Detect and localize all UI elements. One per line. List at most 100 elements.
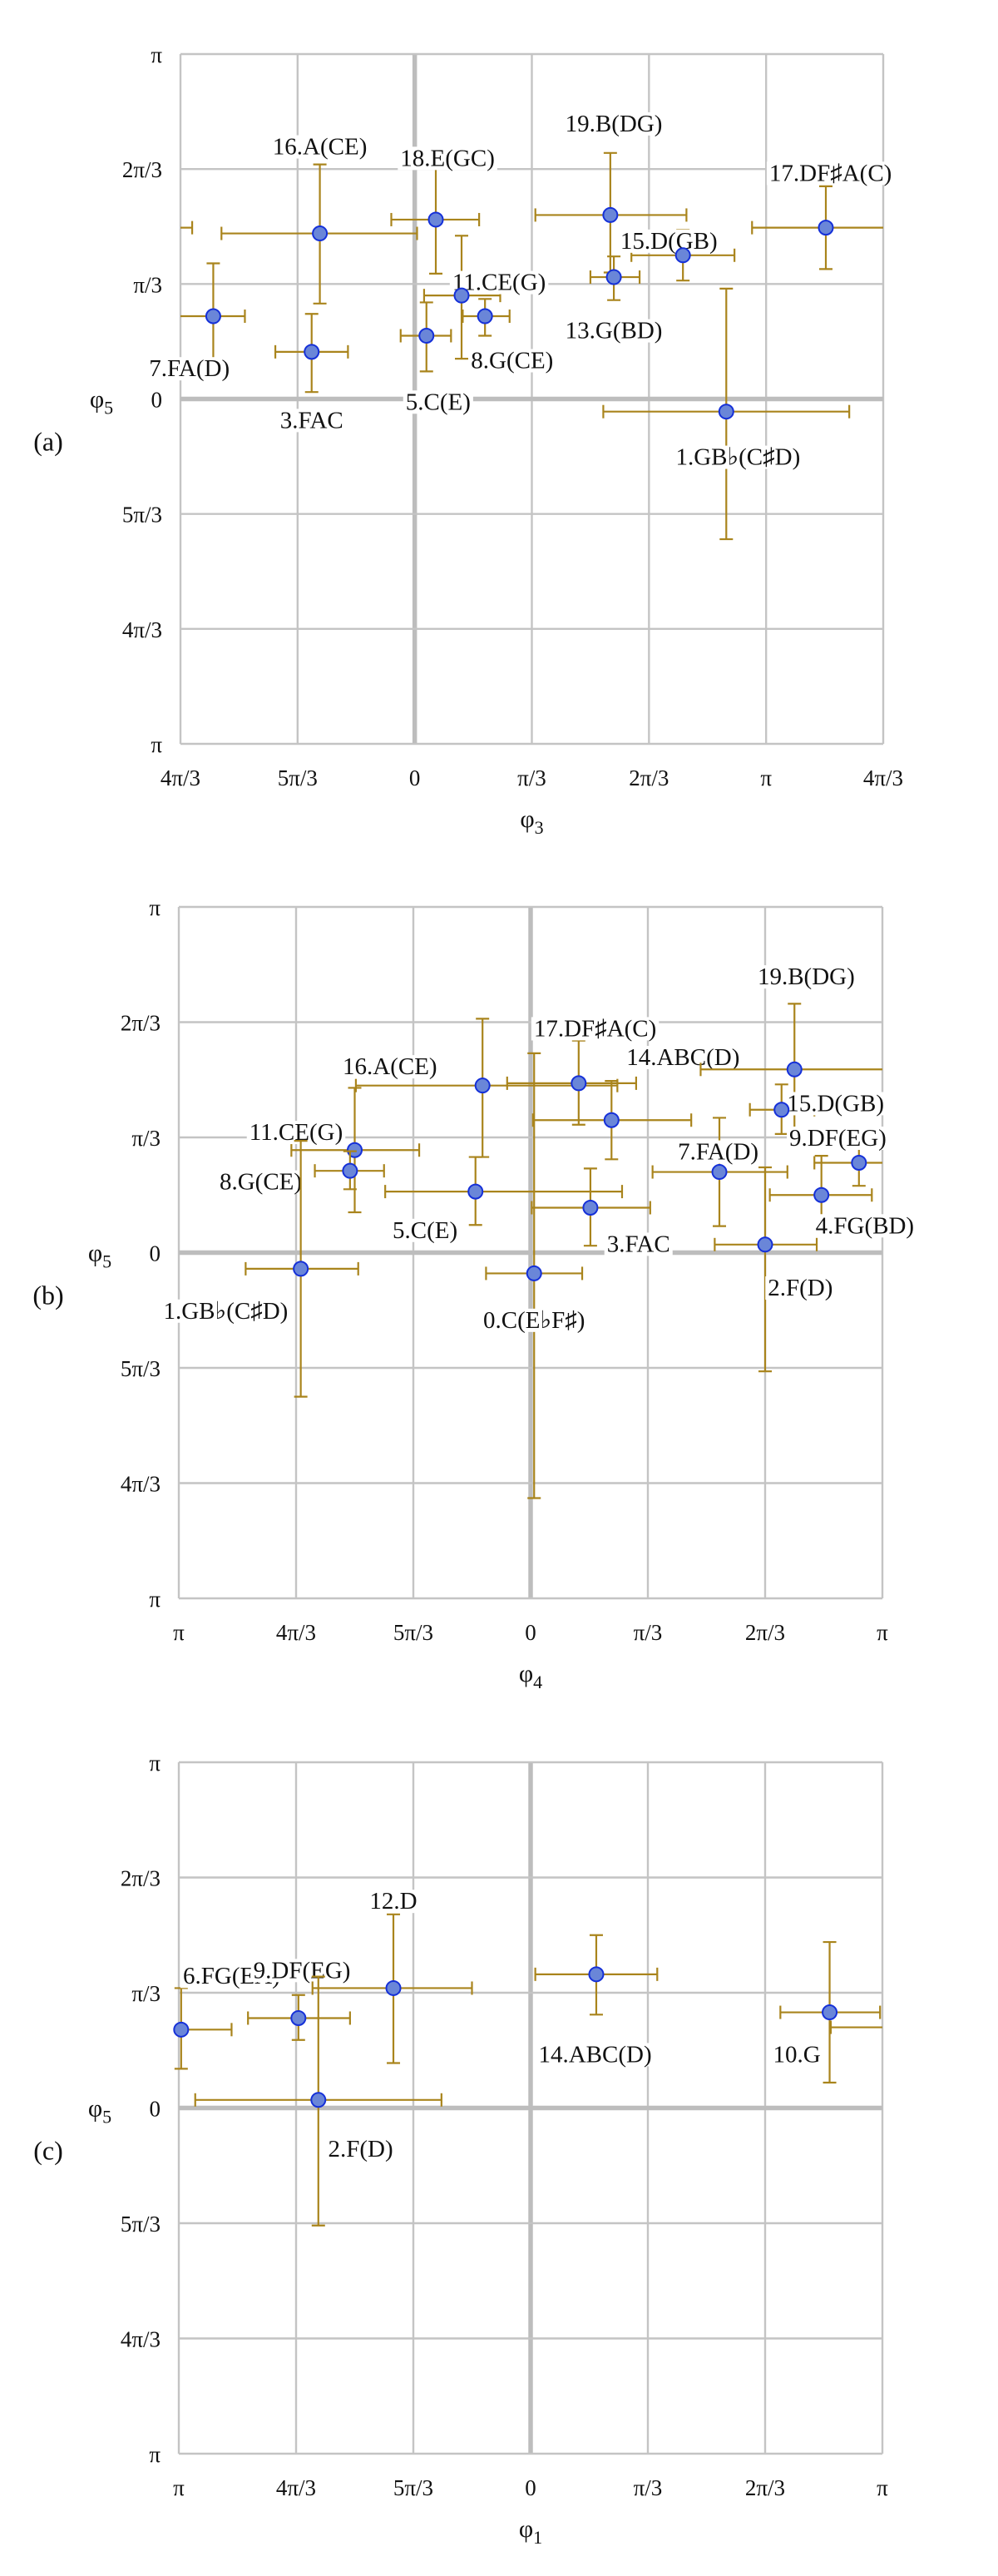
point-label: 9.DF(EG) <box>789 1125 887 1152</box>
marker-icon <box>813 1186 830 1203</box>
marker-icon <box>477 308 493 324</box>
data-point[interactable]: 5.C(E) <box>399 301 473 415</box>
data-point[interactable]: 15.D(GB) <box>617 228 736 282</box>
data-point[interactable]: 18.E(GC) <box>390 145 497 275</box>
x-axis-title: φ4 <box>519 1660 542 1692</box>
point-label: 17.DF♯A(C) <box>534 1015 656 1042</box>
point-label: 19.B(DG) <box>566 111 663 137</box>
data-point[interactable]: 16.A(CE) <box>220 134 418 305</box>
marker-icon <box>822 2004 838 2021</box>
marker-icon <box>290 2009 307 2026</box>
point-label: 8.G(CE) <box>220 1169 302 1196</box>
marker-icon <box>418 328 435 344</box>
point-label: 8.G(CE) <box>471 348 553 374</box>
point-label: 19.B(DG) <box>758 964 855 990</box>
marker-icon <box>588 1966 605 1983</box>
x-tick-label: 4π/3 <box>276 2475 316 2500</box>
x-tick-label: 4π/3 <box>276 1620 316 1645</box>
data-point[interactable]: 9.DF(EG) <box>247 1957 353 2041</box>
panel-label: (c) <box>33 2136 63 2166</box>
data-point[interactable]: 1.GB♭(C♯D) <box>602 287 851 541</box>
data-point[interactable]: 9.DF(EG) <box>787 1125 889 1187</box>
x-tick-label: π/3 <box>634 2475 663 2500</box>
data-point[interactable]: 17.DF♯A(C) <box>751 160 895 270</box>
chart-panel-a: 4π/3 5π/3 0 π/3 2π/3 π 4π/3 π 2π/3 π/3 0 5π/3 4π/3 π φ… <box>0 0 998 865</box>
marker-icon <box>347 1142 363 1158</box>
data-point[interactable]: 8.G(CE) <box>462 298 556 374</box>
point-label: 1.GB♭(C♯D) <box>163 1298 288 1325</box>
data-point[interactable]: 7.FA(D) <box>651 1117 788 1227</box>
panel-label: (b) <box>32 1281 63 1310</box>
data-point[interactable]: 11.CE(G) <box>422 235 549 360</box>
point-label: 15.D(GB) <box>787 1090 884 1117</box>
y-tick-label: π <box>151 732 162 757</box>
point-label: 13.G(BD) <box>566 318 663 344</box>
point-label: 5.C(E) <box>406 389 471 415</box>
data-point[interactable]: 3.FAC <box>274 313 349 433</box>
y-tick-label: π <box>151 42 162 67</box>
point-label: 2.F(D) <box>328 2136 393 2162</box>
point-label: 17.DF♯A(C) <box>769 160 892 186</box>
data-point[interactable]: 0.C(E♭F♯) <box>481 1052 588 1499</box>
grid <box>177 1761 884 2455</box>
x-tick-label: π <box>760 765 772 790</box>
x-tick-label: π <box>173 2475 185 2500</box>
point-label: 10.G <box>773 2041 820 2068</box>
data-point[interactable]: 14.ABC(D) <box>531 1044 743 1161</box>
marker-icon <box>582 1199 599 1216</box>
chart-a: 4π/3 5π/3 0 π/3 2π/3 π 4π/3π2π/3π/305π/34π/3πφ… <box>33 42 903 838</box>
point-label: 0.C(E♭F♯) <box>483 1307 585 1334</box>
y-tick-label: 5π/3 <box>121 1356 161 1381</box>
wrapped-error-bar <box>180 220 194 235</box>
marker-icon <box>453 287 470 304</box>
error-bars <box>751 185 883 270</box>
y-tick-label: 5π/3 <box>121 2212 161 2237</box>
chart-panel-b: π 4π/3 5π/3 0 π/3 2π/3 π π 2π/3 π/3 0 5π/3 4π/3 π φ4 φ5… <box>32 895 917 1692</box>
y-tick-label: 2π/3 <box>121 1866 161 1891</box>
data-point[interactable]: 2.F(D) <box>194 1975 442 2227</box>
data-point[interactable]: 14.ABC(D) <box>534 1934 659 2068</box>
point-label: 3.FAC <box>607 1231 670 1257</box>
y-tick-label: π <box>149 895 161 920</box>
x-axis-title: φ1 <box>519 2515 542 2548</box>
data-point[interactable]: 4.FG(BD) <box>768 1155 917 1239</box>
y-tick-label: π <box>149 1751 161 1776</box>
data-point[interactable]: 1.GB♭(C♯D) <box>161 1140 359 1398</box>
x-tick-label: 5π/3 <box>278 765 318 790</box>
point-label: 14.ABC(D) <box>538 2041 651 2068</box>
data-point[interactable]: 19.B(DG) <box>699 964 882 1135</box>
data-point[interactable]: 10.G <box>770 1940 882 2084</box>
x-tick-label: 5π/3 <box>393 2475 433 2500</box>
data-point[interactable]: 3.FAC <box>531 1167 673 1257</box>
panel-label: (a) <box>33 427 63 457</box>
data-point[interactable]: 13.G(BD) <box>562 255 665 344</box>
marker-icon <box>293 1261 309 1277</box>
x-tick-label: 4π/3 <box>161 765 200 790</box>
data-point[interactable]: 2.F(D) <box>714 1166 836 1373</box>
marker-icon <box>603 1112 620 1128</box>
data-point[interactable]: 5.C(E) <box>384 1156 624 1244</box>
y-tick-label: π/3 <box>131 1981 161 2006</box>
marker-icon <box>818 220 834 236</box>
point-label: 15.D(GB) <box>620 228 718 255</box>
y-tick-label: π/3 <box>131 1126 161 1151</box>
marker-icon <box>205 308 221 324</box>
x-tick-label: 0 <box>525 2475 536 2500</box>
data-point[interactable]: 15.D(GB) <box>748 1083 887 1135</box>
data-point[interactable]: 16.A(CE) <box>340 1018 619 1158</box>
marker-icon <box>571 1075 587 1092</box>
data-point[interactable]: 7.FA(D) <box>146 262 246 382</box>
marker-icon <box>602 206 619 223</box>
x-tick-label: π <box>877 1620 888 1645</box>
data-point[interactable]: 17.DF♯A(C) <box>506 1015 660 1126</box>
data-point[interactable]: 12.D <box>311 1888 473 2064</box>
data-point[interactable]: 8.G(CE) <box>216 1150 385 1196</box>
point-label: 7.FA(D) <box>149 355 230 382</box>
y-tick-label: 0 <box>151 388 163 413</box>
data-point[interactable]: 19.B(DG) <box>534 111 688 274</box>
marker-icon <box>342 1162 358 1179</box>
x-tick-label: π <box>877 2475 888 2500</box>
x-tick-label: π/3 <box>517 765 546 790</box>
point-label: 12.D <box>369 1888 417 1915</box>
marker-icon <box>427 211 444 228</box>
